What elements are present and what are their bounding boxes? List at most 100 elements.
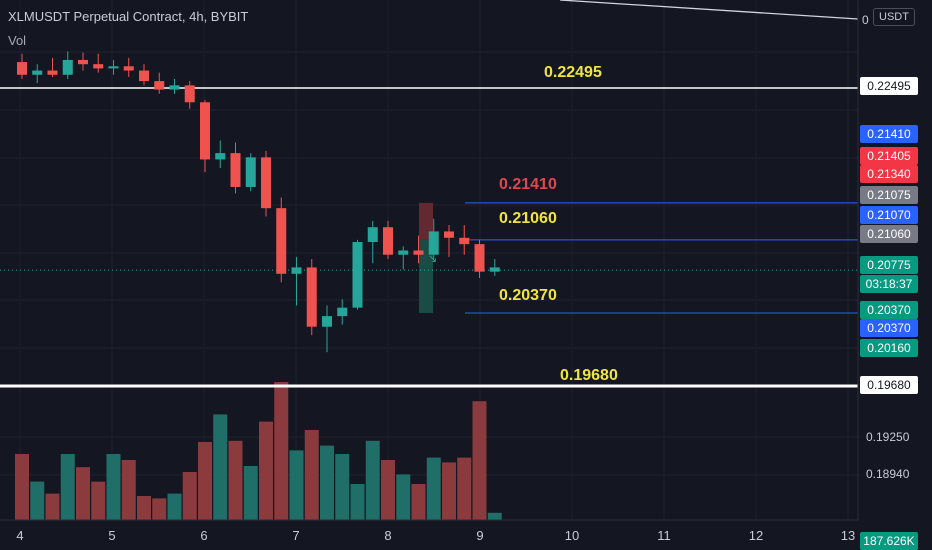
- candle-body-27[interactable]: [428, 231, 439, 255]
- candle-body-4[interactable]: [78, 59, 88, 65]
- candle-body-12[interactable]: [200, 102, 210, 160]
- volume-bar-23[interactable]: [365, 440, 380, 520]
- price-label-text-10[interactable]: 0.20370: [867, 321, 911, 335]
- price-label-box-8[interactable]: [860, 275, 918, 293]
- volume-bar-20[interactable]: [320, 445, 334, 520]
- price-label-box-4[interactable]: [860, 186, 918, 204]
- volume-bar-29[interactable]: [457, 457, 472, 520]
- volume-bar-3[interactable]: [60, 454, 75, 520]
- volume-bar-25[interactable]: [396, 474, 411, 520]
- volume-bar-15[interactable]: [243, 466, 258, 520]
- price-label-text-11[interactable]: 0.20160: [867, 341, 911, 355]
- candle-body-19[interactable]: [306, 267, 317, 327]
- candle-body-30[interactable]: [474, 244, 485, 272]
- candle-body-3[interactable]: [62, 59, 73, 75]
- volume-bar-5[interactable]: [91, 481, 106, 520]
- volume-bar-1[interactable]: [30, 481, 45, 520]
- price-label-box-7[interactable]: [860, 256, 918, 274]
- price-label-box-1[interactable]: [860, 125, 918, 143]
- candle-body-29[interactable]: [459, 237, 470, 245]
- candle-body-1[interactable]: [32, 70, 43, 75]
- volume-bar-26[interactable]: [411, 484, 426, 520]
- volume-bar-7[interactable]: [121, 460, 136, 520]
- candle-body-10[interactable]: [169, 85, 180, 90]
- volume-bar-12[interactable]: [198, 442, 212, 520]
- volume-bar-11[interactable]: [182, 472, 197, 520]
- volume-bar-13[interactable]: [213, 414, 228, 520]
- candle-body-2[interactable]: [47, 70, 58, 75]
- volume-bar-28[interactable]: [442, 462, 456, 520]
- candle-body-16[interactable]: [261, 157, 271, 209]
- volume-bar-22[interactable]: [350, 484, 365, 520]
- price-label-text-3[interactable]: 0.21340: [867, 167, 911, 181]
- candle-body-15[interactable]: [245, 157, 256, 187]
- volume-bar-31[interactable]: [487, 512, 502, 520]
- candle-body-14[interactable]: [230, 153, 241, 187]
- price-annotation-3[interactable]: 0.20370: [499, 287, 557, 304]
- price-label-text-1[interactable]: 0.21410: [867, 127, 911, 141]
- price-label-box-9[interactable]: [860, 301, 918, 319]
- price-label-text-7[interactable]: 0.20775: [867, 258, 911, 272]
- candle-body-6[interactable]: [108, 66, 119, 69]
- price-label-text-4[interactable]: 0.21075: [867, 188, 911, 202]
- candle-body-20[interactable]: [322, 316, 332, 327]
- candle-body-18[interactable]: [291, 267, 302, 274]
- volume-bar-9[interactable]: [152, 498, 167, 520]
- candle-body-23[interactable]: [367, 227, 378, 243]
- candle-body-21[interactable]: [337, 307, 348, 317]
- price-label-box-10[interactable]: [860, 319, 918, 337]
- volume-bar-30[interactable]: [472, 401, 487, 520]
- volume-indicator-label[interactable]: Vol: [8, 33, 27, 48]
- volume-bar-2[interactable]: [45, 493, 60, 520]
- price-annotation-1[interactable]: 0.21410: [499, 176, 557, 193]
- candle-body-13[interactable]: [215, 153, 226, 160]
- volume-bar-0[interactable]: [15, 454, 29, 520]
- volume-bar-6[interactable]: [106, 454, 121, 520]
- candle-body-24[interactable]: [383, 227, 393, 255]
- position-target-zone[interactable]: [419, 239, 433, 313]
- price-label-text-5[interactable]: 0.21070: [867, 208, 911, 222]
- price-label-text-12[interactable]: 0.19680: [867, 378, 911, 392]
- volume-bar-18[interactable]: [289, 450, 304, 520]
- candle-body-5[interactable]: [93, 64, 104, 69]
- price-label-text-8[interactable]: 03:18:37: [866, 277, 913, 291]
- price-label-text-0[interactable]: 0.22495: [867, 79, 911, 93]
- price-label-text-2[interactable]: 0.21405: [867, 149, 911, 163]
- candle-body-7[interactable]: [123, 66, 134, 71]
- volume-bar-16[interactable]: [259, 421, 273, 520]
- price-label-box-2[interactable]: [860, 147, 918, 165]
- price-label-box-6[interactable]: [860, 225, 918, 243]
- trendline[interactable]: [559, 0, 859, 20]
- candle-body-22[interactable]: [352, 242, 363, 308]
- volume-bar-10[interactable]: [167, 493, 182, 520]
- price-label-text-9[interactable]: 0.20370: [867, 303, 911, 317]
- volume-bar-19[interactable]: [304, 430, 319, 520]
- price-annotation-4[interactable]: 0.19680: [560, 367, 618, 384]
- price-label-box-3[interactable]: [860, 165, 918, 183]
- volume-bar-27[interactable]: [426, 457, 441, 520]
- volume-bar-8[interactable]: [137, 496, 151, 520]
- volume-bar-4[interactable]: [76, 467, 90, 520]
- price-annotation-0[interactable]: 0.22495: [544, 64, 602, 81]
- symbol-title[interactable]: XLMUSDT Perpetual Contract, 4h, BYBIT: [8, 9, 249, 24]
- price-label-box-13[interactable]: [860, 532, 918, 550]
- volume-bar-24[interactable]: [381, 460, 395, 520]
- candle-body-17[interactable]: [276, 208, 287, 274]
- candle-body-26[interactable]: [413, 250, 424, 255]
- candle-body-8[interactable]: [139, 70, 149, 82]
- candle-body-25[interactable]: [398, 250, 409, 255]
- price-label-box-12[interactable]: [860, 376, 918, 394]
- candle-body-11[interactable]: [184, 85, 195, 103]
- volume-bar-17[interactable]: [274, 382, 289, 520]
- currency-badge[interactable]: USDT: [873, 8, 915, 26]
- candle-body-9[interactable]: [154, 81, 165, 90]
- price-label-text-13[interactable]: 187.626K: [863, 534, 914, 548]
- volume-bar-21[interactable]: [335, 454, 350, 520]
- price-label-text-6[interactable]: 0.21060: [867, 227, 911, 241]
- candle-body-0[interactable]: [17, 62, 27, 75]
- position-stop-zone[interactable]: [419, 202, 433, 240]
- volume-bar-14[interactable]: [228, 440, 243, 520]
- price-label-box-5[interactable]: [860, 206, 918, 224]
